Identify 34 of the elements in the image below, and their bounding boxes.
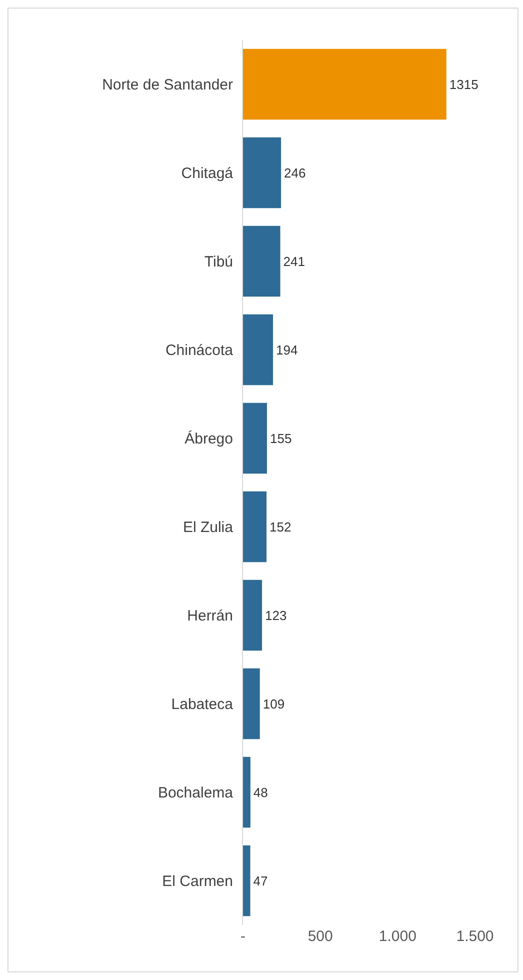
bar xyxy=(243,48,446,120)
y-tick-label: Bochalema xyxy=(158,784,234,802)
data-label: 246 xyxy=(284,165,306,180)
y-tick-label: Chitagá xyxy=(181,165,234,182)
data-label: 123 xyxy=(265,608,287,623)
x-tick-label: 1.000 xyxy=(378,928,416,945)
y-tick-label: Norte de Santander xyxy=(102,76,234,94)
bar xyxy=(243,402,267,474)
y-tick-label: El Carmen xyxy=(162,873,233,890)
x-tick-label: - xyxy=(240,928,246,945)
x-tick-label: 1.500 xyxy=(456,928,494,945)
bar xyxy=(243,314,274,386)
data-label: 1315 xyxy=(449,76,478,92)
bar xyxy=(243,226,280,297)
data-label: 152 xyxy=(270,519,292,534)
x-tick-label: 500 xyxy=(308,928,333,945)
y-tick-label: Tibú xyxy=(204,254,233,270)
y-tick-label: Chinácota xyxy=(165,342,234,359)
data-label: 155 xyxy=(270,430,292,446)
bar xyxy=(243,668,260,740)
data-label: 109 xyxy=(262,696,285,712)
y-tick-label: Labateca xyxy=(171,696,234,713)
y-tick-label: El Zulia xyxy=(182,519,234,536)
bar xyxy=(243,756,250,828)
data-label: 48 xyxy=(253,784,268,800)
y-tick-label: Ábrego xyxy=(184,430,233,448)
data-label: 47 xyxy=(253,873,268,888)
data-label: 241 xyxy=(283,254,305,269)
y-tick-label: Herrán xyxy=(187,608,233,624)
bar xyxy=(243,845,250,916)
bar xyxy=(243,580,262,651)
bar xyxy=(243,491,267,562)
data-label: 194 xyxy=(276,342,298,358)
bar xyxy=(243,137,282,208)
